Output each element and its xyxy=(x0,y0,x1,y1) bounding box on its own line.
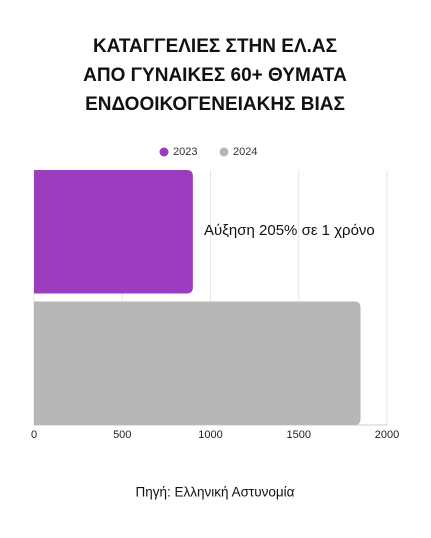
x-tick-label: 500 xyxy=(113,429,131,441)
chart-title: ΕΝΔΟΟΙΚΟΓΕΝΕΙΑΚΗΣ ΒΙΑΣ xyxy=(85,94,345,115)
legend-label: 2024 xyxy=(233,146,257,158)
x-tick-label: 1500 xyxy=(287,429,311,441)
bar xyxy=(34,301,361,425)
chart-title: ΑΠΟ ΓΥΝΑΙΚΕΣ 60+ ΘΥΜΑΤΑ xyxy=(83,65,347,86)
bar xyxy=(34,170,193,294)
annotation: Αύξηση 205% σε 1 χρόνο xyxy=(204,222,375,239)
legend-swatch xyxy=(159,147,169,157)
x-tick-label: 2000 xyxy=(375,429,399,441)
x-tick-label: 0 xyxy=(31,429,37,441)
source: Πηγή: Ελληνική Αστυνομία xyxy=(136,485,295,500)
legend-swatch xyxy=(219,147,229,157)
chart-title: ΚΑΤΑΓΓΕΛΙΕΣ ΣΤΗΝ ΕΛ.ΑΣ xyxy=(93,36,337,57)
x-tick-label: 1000 xyxy=(198,429,222,441)
legend-label: 2023 xyxy=(173,146,197,158)
